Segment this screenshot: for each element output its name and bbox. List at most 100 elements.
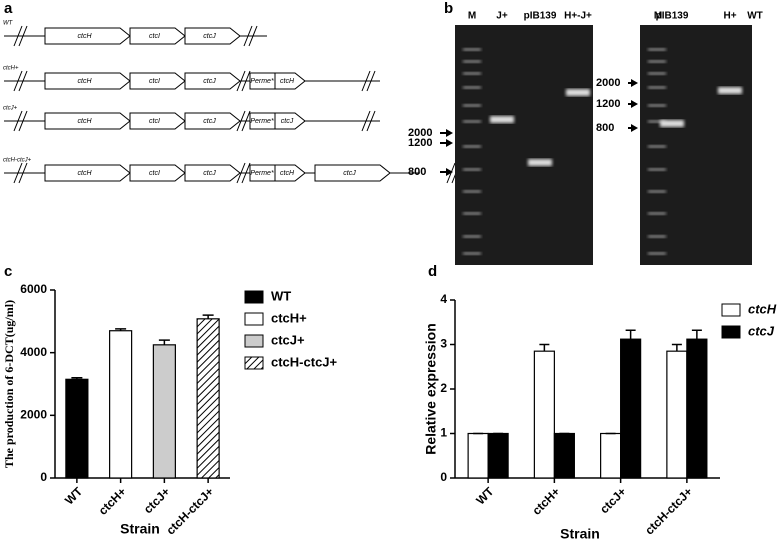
y-tick-label: 2 xyxy=(440,381,447,395)
ladder-band xyxy=(463,190,481,193)
ladder-band xyxy=(648,104,666,107)
ladder-band xyxy=(648,120,666,123)
ladder-band xyxy=(463,86,481,89)
ladder-band xyxy=(463,252,481,255)
error-bar xyxy=(158,339,170,345)
bar xyxy=(467,432,489,479)
legend-label: ctcJ+ xyxy=(271,332,305,347)
size-marker: 800 xyxy=(408,166,426,178)
error-bar xyxy=(115,328,127,331)
panel-label: b xyxy=(444,0,453,17)
gene-arrow xyxy=(274,72,306,90)
lane-label: H+-J+ xyxy=(564,11,592,22)
ladder-band xyxy=(463,235,481,238)
size-marker: 2000 xyxy=(596,77,620,89)
bar xyxy=(686,338,708,479)
construct-label: ctcJ+ xyxy=(3,106,18,112)
ladder-band xyxy=(463,104,481,107)
x-tick-label: ctcJ+ xyxy=(597,484,629,516)
ladder-band xyxy=(463,72,481,75)
bar xyxy=(196,318,220,479)
y-axis-label: The production of 6-DCT(ug/ml) xyxy=(2,300,16,468)
bar xyxy=(533,350,555,479)
gene-label: ctcJ xyxy=(281,118,294,125)
error-bar xyxy=(625,329,636,340)
error-bar xyxy=(71,376,83,380)
gene-label: ctcJ xyxy=(203,118,216,125)
break-mark xyxy=(18,70,28,92)
error-bar xyxy=(539,343,550,352)
ladder-band xyxy=(648,48,666,51)
lane-label: pIB139 xyxy=(524,11,557,22)
break-mark xyxy=(366,70,376,92)
bar xyxy=(600,432,622,479)
x-tick-label: ctcH+ xyxy=(529,484,562,517)
marker-arrowhead xyxy=(631,124,638,132)
gene-label: ctcH xyxy=(78,33,93,40)
y-tick-label: 3 xyxy=(440,337,447,351)
y-tick-label: 6000 xyxy=(20,282,47,296)
gene-arrow xyxy=(129,164,186,182)
y-tick-label: 0 xyxy=(440,470,447,484)
dna-band xyxy=(528,159,552,166)
break-mark xyxy=(248,25,258,47)
break-mark xyxy=(361,110,371,132)
gene-arrow xyxy=(274,112,306,130)
ladder-band xyxy=(648,235,666,238)
dna-band xyxy=(490,116,514,123)
legend-swatch xyxy=(721,325,741,339)
break-mark xyxy=(241,110,251,132)
ladder-band xyxy=(648,252,666,255)
gene-arrow xyxy=(129,72,186,90)
ladder-band xyxy=(463,120,481,123)
y-tick-label: 0 xyxy=(40,470,47,484)
ladder-band xyxy=(463,145,481,148)
bar xyxy=(487,432,509,479)
construct-label: ctcH-ctcJ+ xyxy=(3,158,32,164)
legend-swatch xyxy=(721,303,741,317)
gene-arrow xyxy=(184,72,241,90)
x-tick-label: ctcH+ xyxy=(96,484,129,517)
gene-arrow xyxy=(129,112,186,130)
y-tick-label: 2000 xyxy=(20,408,47,422)
dna-band xyxy=(566,89,590,96)
dna-band xyxy=(718,87,742,94)
break-mark xyxy=(18,25,28,47)
marker-arrowhead xyxy=(631,100,638,108)
gene-arrow xyxy=(184,164,241,182)
x-tick-label: ctcH-ctcJ+ xyxy=(642,484,695,537)
promoter-label: Perme* xyxy=(250,118,274,125)
gene-arrow xyxy=(184,112,241,130)
bar xyxy=(620,338,642,479)
legend-label: ctcJ xyxy=(748,323,775,338)
gene-arrow xyxy=(44,112,131,130)
gene-label: ctcH xyxy=(280,78,295,85)
construct-label: WT xyxy=(3,21,14,27)
marker-arrowhead xyxy=(446,129,453,137)
gene-label: ctcH xyxy=(78,118,93,125)
break-mark xyxy=(13,70,23,92)
ladder-band xyxy=(648,72,666,75)
promoter-label: Perme* xyxy=(250,170,274,177)
ladder-band xyxy=(463,212,481,215)
ladder-band xyxy=(463,60,481,63)
gene-label: ctcJ xyxy=(203,33,216,40)
y-tick-label: 4000 xyxy=(20,345,47,359)
lane-label: J+ xyxy=(496,11,508,22)
break-mark xyxy=(18,162,28,184)
gene-arrow xyxy=(274,164,306,182)
ladder-band xyxy=(648,212,666,215)
ladder-band xyxy=(648,145,666,148)
break-mark xyxy=(18,110,28,132)
gene-arrow xyxy=(44,27,131,45)
ladder-band xyxy=(463,48,481,51)
gene-label: ctcI xyxy=(149,78,160,85)
lane-label: H+ xyxy=(723,11,736,22)
break-mark xyxy=(243,25,253,47)
ladder-band xyxy=(648,190,666,193)
error-bar xyxy=(671,343,682,352)
break-mark xyxy=(241,162,251,184)
panel-label: c xyxy=(4,263,12,280)
gene-label: ctcH xyxy=(78,170,93,177)
